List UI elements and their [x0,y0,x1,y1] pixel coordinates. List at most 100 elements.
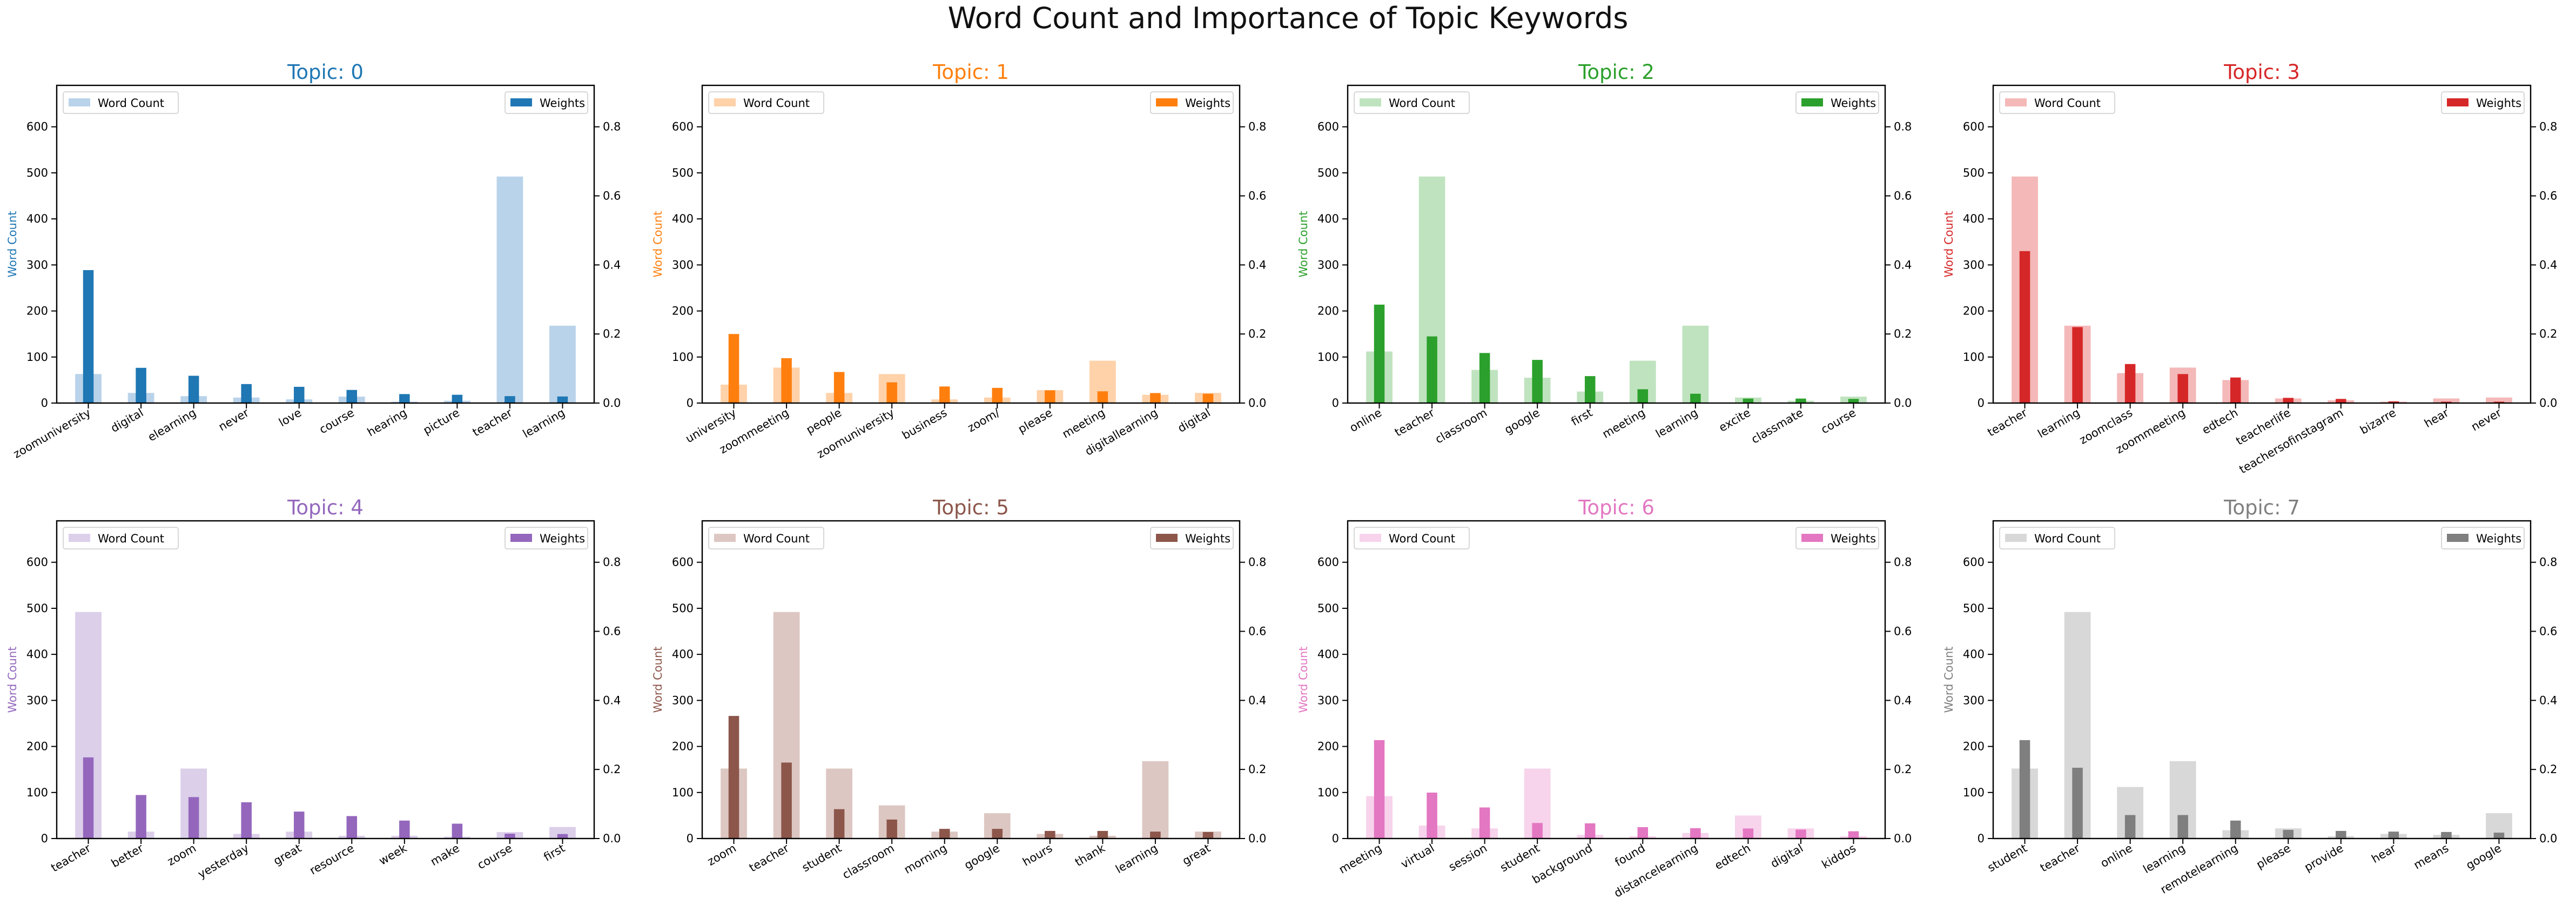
legend-swatch [69,98,90,106]
axes-frame [56,84,595,404]
weight-bar [2283,830,2294,839]
legend-swatch [1156,534,1178,542]
axes-frame [701,84,1241,404]
y2-tick-label: 0.2 [1894,327,1912,340]
topic-chart-6: 0 100 200 300 400 500 600 0.0 0.2 0.4 0.6 0.8 meetin… [1297,496,1912,900]
y-tick-label: 400 [1963,212,1985,225]
y2-tick-label: 0.4 [603,258,621,271]
weight-bar [1479,353,1490,403]
y-tick-label: 500 [26,166,48,179]
legend-weights: Weights [1150,527,1234,549]
y-tick-label: 600 [26,120,48,133]
y2-tick-label: 0.4 [1248,258,1266,271]
y-axis-label: Word Count [1297,211,1310,277]
weight-bar [992,387,1003,403]
legend-label: Word Count [1389,97,1455,110]
weight-bar [2493,401,2505,403]
y-tick-label: 600 [1317,120,1339,133]
chart-title: Topic: 7 [2223,496,2300,519]
y2-tick-label: 0.2 [603,327,621,340]
weight-bar [241,802,252,839]
y2-tick-label: 0.8 [603,120,621,133]
y-axis-label: Word Count [6,211,19,277]
y2-tick-label: 0.4 [1248,694,1266,707]
y2-tick-label: 0.6 [1894,190,1912,203]
y-tick-label: 600 [1963,556,1985,569]
topic-chart-1: 01002003004005006000.00.20.40.60.8univer… [651,61,1266,461]
weight-bar [188,797,199,839]
y-tick-label: 600 [1317,556,1339,569]
legend-weights: Weights [505,527,588,549]
x-tick-label: teacher [1985,406,2029,439]
x-tick-label: elearning [146,406,198,444]
y-tick-label: 600 [1963,120,1985,133]
x-tick-label: found [1613,842,1647,869]
y-tick-label: 500 [1317,166,1339,179]
axes-frame [56,520,595,840]
legend-word-count: Word Count [63,91,179,114]
plot-area [1348,521,1885,839]
y-tick-label: 100 [26,786,48,799]
weight-bar [1097,391,1108,403]
y-tick-label: 400 [26,648,48,661]
y-tick-label: 400 [1317,212,1339,225]
legend-label: Weights [1831,532,1876,545]
y2-tick-label: 0.2 [1248,763,1266,776]
x-tick-label: teacher [1393,406,1437,439]
x-tick-label: zoom [165,842,199,868]
weight-bar [83,270,94,403]
x-tick-label: great [271,842,304,868]
y-tick-label: 300 [26,258,48,271]
x-tick-label: people [804,406,844,437]
chart-title: Topic: 3 [2223,61,2300,84]
weight-bar [1848,399,1859,403]
x-tick-label: zoomuniversity [11,406,93,461]
x-tick-label: learning [2035,406,2082,441]
weight-bar [2388,831,2399,839]
y-tick-label: 400 [672,212,694,225]
weight-bar [2124,815,2136,839]
y2-tick-label: 0.0 [603,397,621,410]
y2-tick-label: 0.2 [1894,763,1912,776]
word-count-bar [549,827,576,839]
x-tick-label: classroom [840,842,896,882]
x-tick-label: week [377,841,410,868]
x-tick-label: session [1447,842,1489,874]
y-tick-label: 100 [1317,351,1339,364]
y-tick-label: 100 [672,351,694,364]
word-count-bar [549,325,576,403]
weight-bar [939,829,950,839]
legend-swatch [69,534,90,542]
weight-bar [2441,401,2452,403]
x-tick-label: please [2254,842,2293,871]
chart-title: Topic: 0 [287,61,364,84]
weight-bar [1743,398,1754,403]
word-count-bar [496,176,523,403]
weight-bar [886,382,897,403]
legend-label: Weights [1185,532,1230,545]
legend-weights: Weights [505,91,588,114]
weight-bar [505,396,515,403]
x-tick-label: teacher [49,841,93,874]
y-tick-label: 400 [672,648,694,661]
legend-box [2441,91,2525,114]
y2-tick-label: 0.0 [2539,832,2557,845]
legend-word-count: Word Count [708,91,824,114]
chart-title: Topic: 1 [932,61,1009,84]
legend-swatch [1156,98,1178,106]
chart-title: Topic: 2 [1578,61,1654,84]
x-tick-label: student [1498,842,1542,875]
legend-swatch [1360,98,1381,106]
y2-tick-label: 0.4 [603,694,621,707]
weight-bar [83,757,94,839]
y2-tick-label: 0.8 [1248,556,1266,569]
legend-swatch [1801,534,1823,542]
y2-tick-label: 0.6 [2539,190,2557,203]
y-tick-label: 500 [1317,602,1339,615]
weight-bar [293,812,305,839]
x-tick-label: edtech [2200,406,2241,437]
x-tick-label: teacher [470,406,515,439]
legend-label: Weights [1185,97,1230,110]
x-tick-label: never [2469,406,2504,433]
legend-box [1795,527,1879,549]
